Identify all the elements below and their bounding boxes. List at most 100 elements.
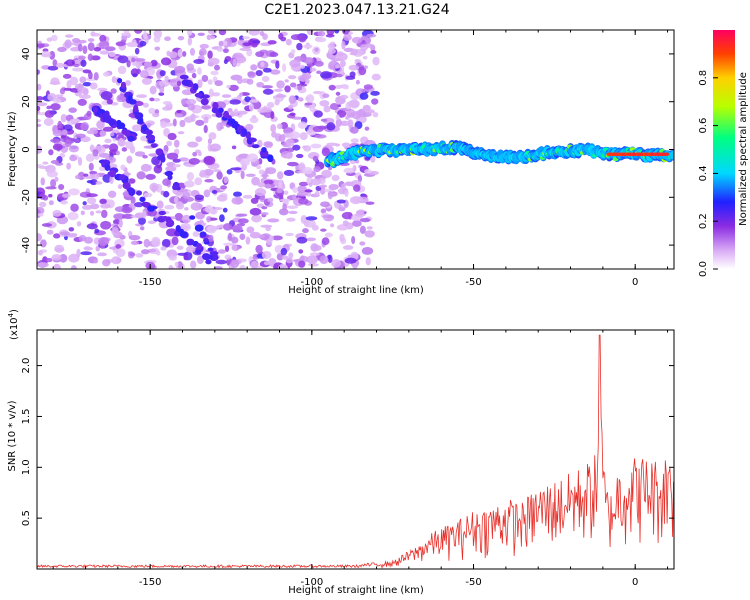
- spectrogram-noise-cell: [314, 47, 319, 52]
- spectrogram-noise-cell: [122, 213, 134, 219]
- spectrogram-noise-cell: [287, 75, 297, 80]
- spectrogram-noise-cell: [365, 201, 375, 205]
- spectrogram-noise-cell: [295, 153, 304, 159]
- spectrogram-noise-cell: [266, 101, 275, 109]
- spectrogram-noise-cell: [327, 254, 333, 264]
- spectrogram-noise-cell: [90, 55, 101, 61]
- spectrogram-noise-cell: [350, 126, 359, 134]
- spectrogram-noise-cell: [66, 162, 71, 170]
- spectrogram-noise-cell: [330, 223, 335, 228]
- spectrogram-noise-cell: [288, 210, 298, 215]
- spectrogram-noise-cell: [323, 105, 331, 113]
- spectrogram-noise-cell: [178, 157, 189, 162]
- spectrogram-streak-cell: [127, 135, 135, 142]
- spectrogram-streak-cell: [104, 163, 111, 171]
- spectrogram-noise-cell: [230, 167, 242, 171]
- spectrogram-noise-cell: [215, 259, 227, 265]
- spectrogram-noise-cell: [171, 236, 179, 246]
- spectrogram-noise-cell: [217, 249, 226, 254]
- spectrogram-noise-cell: [126, 55, 139, 60]
- spectrogram-noise-cell: [227, 232, 233, 242]
- spectrogram-streak-cell: [118, 122, 126, 130]
- spectrogram-noise-cell: [38, 250, 44, 256]
- spectrogram-noise-cell: [136, 94, 148, 99]
- spectrogram-noise-cell: [327, 42, 335, 50]
- spectrogram-noise-cell: [38, 201, 47, 208]
- spectrogram-noise-cell: [199, 169, 206, 178]
- spectrogram-noise-cell: [310, 143, 322, 149]
- spectrogram-noise-cell: [321, 237, 330, 246]
- spectrogram-noise-cell: [141, 77, 152, 85]
- spectrogram-noise-cell: [161, 238, 171, 248]
- spectrogram-noise-cell: [236, 213, 248, 217]
- spectrogram-noise-cell: [93, 72, 99, 81]
- spectrogram-noise-cell: [74, 138, 80, 143]
- y-tick-label: 1.0: [21, 459, 32, 475]
- spectrogram-noise-cell: [51, 254, 62, 261]
- spectrogram-noise-cell: [174, 212, 184, 221]
- spectrogram-noise-cell: [269, 51, 279, 58]
- spectrogram-noise-cell: [341, 40, 346, 50]
- spectrogram-streak-cell: [108, 120, 116, 126]
- spectrogram-noise-cell: [289, 82, 297, 88]
- spectrogram-noise-cell: [274, 99, 280, 106]
- spectrogram-streak-cell: [172, 184, 179, 191]
- spectrogram-noise-cell: [103, 71, 110, 77]
- spectrogram-noise-cell: [65, 59, 75, 67]
- spectrogram-noise-cell: [86, 223, 98, 230]
- spectrogram-noise-cell: [290, 49, 296, 55]
- spectrogram-noise-cell: [173, 164, 181, 168]
- spectrogram-streak-cell: [241, 128, 248, 136]
- spectrogram-noise-cell: [214, 64, 220, 71]
- spectrogram-noise-cell: [162, 106, 173, 111]
- spectrogram-noise-cell: [158, 80, 170, 87]
- figure-title: C2E1.2023.047.13.21.G24: [264, 2, 449, 18]
- spectrogram-noise-cell: [70, 138, 76, 142]
- spectrogram-streak-cell: [200, 98, 209, 106]
- spectrogram-noise-cell: [180, 225, 190, 230]
- spectrogram-noise-cell: [151, 184, 157, 193]
- spectrogram-noise-cell: [351, 36, 363, 44]
- spectrogram-noise-cell: [370, 155, 376, 163]
- spectrogram-noise-cell: [117, 55, 129, 64]
- spectrogram-noise-cell: [328, 183, 339, 191]
- y-tick-label: 20: [21, 95, 32, 108]
- spectrogram-noise-cell: [156, 200, 164, 209]
- spectrogram-noise-cell: [219, 214, 225, 222]
- spectrogram-noise-cell: [297, 84, 303, 91]
- spectrogram-streak-cell: [179, 231, 188, 238]
- spectrogram-noise-cell: [328, 84, 336, 91]
- colorbar-tick-label: 0.8: [698, 70, 709, 86]
- spectrogram-noise-cell: [304, 102, 313, 106]
- y-tick-label: 1.5: [21, 408, 32, 424]
- spectrogram-noise-cell: [325, 33, 335, 38]
- spectrogram-noise-cell: [355, 79, 360, 85]
- spectrogram-noise-cell: [211, 190, 218, 194]
- spectrogram-noise-cell: [255, 244, 263, 254]
- spectrogram-noise-cell: [284, 85, 291, 93]
- spectrogram-noise-cell: [240, 158, 250, 167]
- spectrogram-noise-cell: [288, 95, 297, 104]
- spectrogram-noise-cell: [328, 166, 333, 171]
- spectrogram-noise-cell: [154, 46, 161, 51]
- spectrogram-noise-cell: [319, 255, 329, 265]
- spectrogram-noise-cell: [177, 201, 183, 207]
- spectrogram-noise-cell: [50, 179, 57, 188]
- spectrogram-noise-cell: [177, 35, 185, 41]
- spectrogram-noise-cell: [77, 156, 83, 166]
- snr-panel: -150 -100 -50 0 0.5 1.0 1.5 2.0 Height of strai…: [7, 309, 675, 596]
- spectrogram-noise-cell: [341, 211, 354, 220]
- spectrogram-noise-cell: [278, 134, 286, 143]
- spectrogram-noise-cell: [335, 118, 342, 128]
- spectrogram-noise-cell: [312, 90, 323, 95]
- spectrogram-noise-cell: [153, 164, 163, 174]
- spectrogram-noise-cell: [84, 236, 93, 244]
- spectrogram-noise-cell: [232, 58, 237, 68]
- spectrogram-noise-cell: [94, 228, 100, 234]
- spectrogram-noise-cell: [280, 247, 288, 256]
- spectrogram-noise-cell: [233, 191, 242, 197]
- spectrogram-noise-cell: [254, 188, 267, 197]
- spectrogram-noise-cell: [260, 212, 269, 216]
- spectrogram-noise-cell: [79, 94, 91, 99]
- spectrogram-streak-cell: [167, 174, 173, 181]
